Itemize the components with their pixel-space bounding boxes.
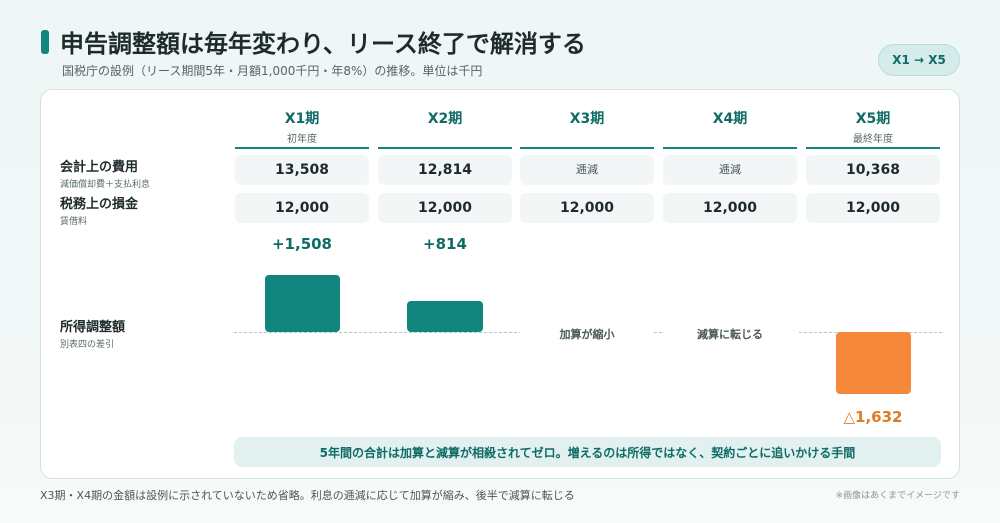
tax-cell-x4: 12,000 <box>663 193 797 223</box>
row-label-main: 税務上の損金 <box>60 197 139 212</box>
column-sub <box>378 130 512 144</box>
adjustment-value-x2: +814 <box>423 235 467 253</box>
column-divider <box>520 147 654 149</box>
tax-cell-x5: 12,000 <box>806 193 940 223</box>
page-title: 申告調整額は毎年変わり、リース終了で解消する <box>60 30 586 58</box>
column-sub: 初年度 <box>287 134 317 145</box>
row-label-main: 会計上の費用 <box>60 160 139 175</box>
period-badge: X1 → X5 <box>878 44 960 76</box>
accounting-cell-x5: 10,368 <box>806 155 940 185</box>
column-name: X2期 <box>427 111 463 127</box>
accounting-cell-x2: 12,814 <box>378 155 512 185</box>
row-label-main: 所得調整額 <box>60 320 126 335</box>
adjustment-bar-x5 <box>836 332 911 394</box>
column-header-x5: X5期 最終年度 <box>806 108 940 145</box>
tax-cell-x2: 12,000 <box>378 193 512 223</box>
column-sub <box>520 130 654 144</box>
column-sub <box>663 130 797 144</box>
column-divider <box>235 147 369 149</box>
adjustment-value-x5: △1,632 <box>843 408 903 426</box>
title-accent-bar <box>41 30 49 54</box>
column-header-x4: X4期 <box>663 108 797 144</box>
column-name: X4期 <box>712 111 748 127</box>
accounting-cell-x1: 13,508 <box>235 155 369 185</box>
trend-label-x4: 減算に転じる <box>663 326 797 342</box>
column-divider <box>806 147 940 149</box>
column-divider <box>663 147 797 149</box>
accounting-cell-x3: 逓減 <box>520 155 654 185</box>
tax-cell-x3: 12,000 <box>520 193 654 223</box>
adjustment-bar-x2 <box>407 301 483 332</box>
accounting-cell-x4: 逓減 <box>663 155 797 185</box>
column-header-x3: X3期 <box>520 108 654 144</box>
column-header-x1: X1期 初年度 <box>235 108 369 145</box>
footnote: X3期・X4期の金額は設例に示されていないため省略。利息の逓減に応じて加算が縮み… <box>40 489 575 502</box>
row-label-tax: 税務上の損金 賃借料 <box>60 193 138 227</box>
row-label-sub: 別表四の差引 <box>60 340 115 350</box>
column-divider <box>378 147 512 149</box>
adjustment-bar-x1 <box>265 275 340 332</box>
column-sub: 最終年度 <box>853 134 893 145</box>
tax-cell-x1: 12,000 <box>235 193 369 223</box>
column-name: X3期 <box>569 111 605 127</box>
adjustment-value-x1: +1,508 <box>271 235 332 253</box>
column-name: X1期 <box>284 111 320 127</box>
column-name: X5期 <box>855 111 891 127</box>
row-label-sub: 減価償却費＋支払利息 <box>60 180 151 190</box>
column-header-x2: X2期 <box>378 108 512 144</box>
row-label-adjustment: 所得調整額 別表四の差引 <box>60 316 125 350</box>
trend-label-x3: 加算が縮小 <box>520 326 654 342</box>
row-label-sub: 賃借料 <box>60 217 88 227</box>
summary-banner: 5年間の合計は加算と減算が相殺されてゼロ。増えるのは所得ではなく、契約ごとに追い… <box>234 437 941 467</box>
disclaimer: ※画像はあくまでイメージです <box>835 491 960 501</box>
row-label-accounting: 会計上の費用 減価償却費＋支払利息 <box>60 156 150 190</box>
page-subtitle: 国税庁の設例（リース期間5年・月額1,000千円・年8%）の推移。単位は千円 <box>62 64 483 78</box>
adjustment-card <box>40 89 960 479</box>
